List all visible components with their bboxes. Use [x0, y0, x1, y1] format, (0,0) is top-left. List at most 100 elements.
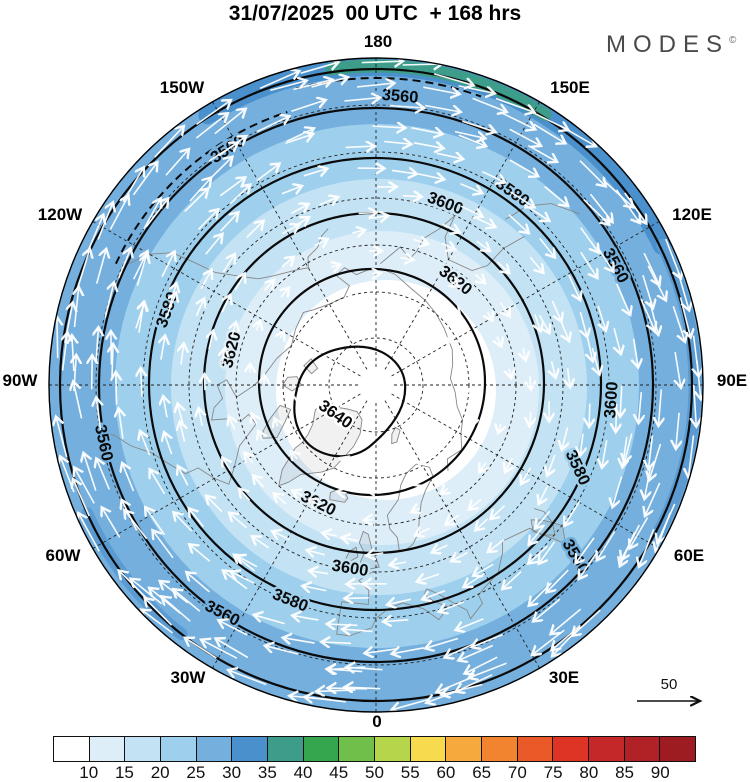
wind-arrow — [328, 667, 366, 670]
wind-arrow — [459, 182, 482, 193]
wind-arrow — [140, 431, 151, 456]
wind-arrow — [122, 463, 135, 492]
compass-label-90W: 90W — [2, 371, 38, 390]
wind-arrow — [551, 608, 582, 634]
wind-arrow — [561, 321, 569, 341]
wind-arrow — [281, 257, 294, 268]
contour-3580 — [147, 156, 603, 612]
wind-arrow — [472, 633, 504, 648]
wind-arrow — [473, 563, 494, 576]
wind-arrow — [309, 500, 321, 506]
wind-arrow — [186, 572, 210, 593]
colorbar-cell-6 — [231, 737, 268, 761]
wind-arrow — [551, 300, 561, 322]
wind-arrow — [342, 538, 358, 541]
wind-arrow — [630, 517, 649, 549]
compass-label-0: 0 — [372, 712, 382, 731]
wind-arrow — [495, 97, 535, 113]
wind-arrow — [272, 531, 291, 541]
colorbar-tick-45: 45 — [329, 763, 349, 782]
wind-arrow — [411, 128, 442, 134]
wind-arrow — [544, 185, 569, 206]
wind-arrow — [136, 254, 147, 286]
map-canvas: 3640 3620 3620 3620 3600 3600 3600 3580 … — [48, 57, 704, 713]
wind-arrow — [471, 420, 473, 427]
wind-arrow — [539, 541, 556, 564]
wind-arrow — [161, 335, 165, 360]
wind-arrow — [469, 662, 507, 678]
wind-arrow — [640, 298, 655, 331]
wind-arrow — [372, 126, 406, 128]
wind-arrow — [535, 314, 541, 331]
wind-arrow — [460, 205, 483, 217]
wind-arrow — [77, 249, 90, 287]
wind-arrow — [535, 510, 551, 528]
colorbar-tick-15: 15 — [114, 763, 134, 782]
wind-arrow — [131, 579, 163, 605]
wind-arrow — [454, 130, 485, 139]
colorbar-cell-5 — [195, 737, 232, 761]
wind-arrow — [432, 545, 448, 552]
wind-arrow — [547, 454, 556, 476]
wind-arrow — [498, 424, 501, 433]
wind-arrow — [197, 209, 219, 230]
wind-arrow — [281, 186, 302, 194]
wind-arrow — [153, 530, 174, 559]
wind-arrow — [291, 204, 309, 215]
colorbar-tick-70: 70 — [507, 763, 527, 782]
wind-arrow — [292, 615, 319, 620]
wind-arrow — [602, 440, 607, 468]
wind-arrow — [479, 463, 486, 473]
wind-arrow — [164, 432, 172, 455]
colorbar-tick-60: 60 — [436, 763, 456, 782]
wind-arrow — [441, 223, 459, 232]
wind-arrow — [441, 489, 448, 494]
wind-arrow — [196, 298, 204, 317]
wind-arrow — [342, 629, 373, 631]
wind-arrow — [92, 355, 93, 390]
colorbar-tick-50: 50 — [365, 763, 384, 782]
wind-arrow — [218, 620, 248, 636]
wind-arrow — [612, 476, 623, 508]
colorbar-cell-9 — [338, 737, 375, 761]
wind-arrow — [165, 149, 189, 176]
wind-arrow — [294, 217, 309, 226]
wind-arrow — [642, 274, 653, 308]
wind-arrow — [189, 544, 211, 562]
wind-arrow — [231, 572, 255, 585]
wind-arrow — [291, 393, 292, 398]
wind-arrow — [184, 189, 208, 213]
wind-arrow — [476, 217, 496, 227]
wind-arrow — [392, 648, 424, 654]
colorbar-cell-4 — [160, 737, 196, 761]
wind-arrow — [286, 128, 314, 143]
wind-arrow — [178, 466, 189, 486]
wind-arrow — [270, 81, 306, 92]
wind-arrow — [415, 528, 431, 535]
compass-label-120W: 120W — [37, 205, 83, 224]
wind-arrow — [597, 531, 616, 561]
wind-arrow — [568, 274, 580, 300]
wind-arrow — [423, 86, 459, 94]
colorbar-tick-85: 85 — [615, 763, 635, 782]
wind-arrow — [143, 198, 161, 230]
wind-arrow — [352, 230, 365, 233]
wind-arrow — [380, 465, 387, 466]
wind-arrow — [688, 435, 693, 478]
wind-arrow — [232, 322, 236, 338]
wind-arrow — [439, 601, 465, 612]
colorbar-cell-11 — [409, 737, 446, 761]
wind-arrow — [530, 411, 531, 427]
wind-arrow — [173, 589, 201, 612]
wind-arrow — [451, 553, 468, 562]
wind-arrow — [559, 125, 596, 147]
colorbar-legend — [53, 736, 696, 762]
wind-arrow — [111, 331, 112, 365]
wind-arrow — [389, 106, 425, 108]
wind-arrow — [505, 457, 512, 472]
wind-arrow — [145, 507, 166, 536]
wind-arrow — [265, 280, 274, 291]
wind-arrow — [95, 249, 107, 284]
wind-arrow — [634, 338, 639, 368]
wind-arrow — [139, 302, 144, 333]
